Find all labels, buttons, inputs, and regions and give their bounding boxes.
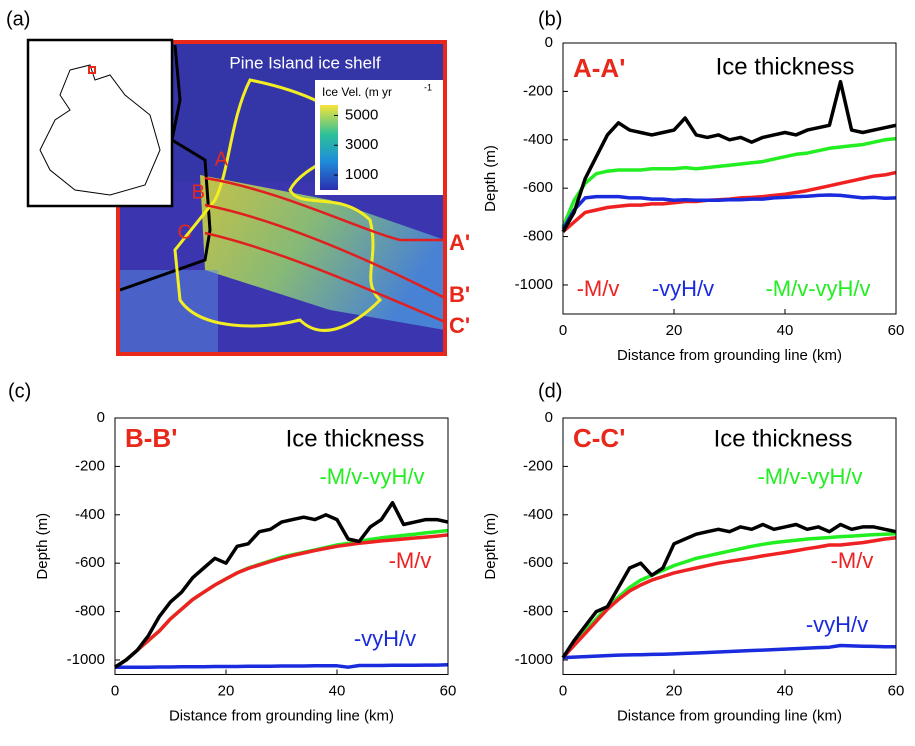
- y-axis-label: Depth (m): [482, 145, 499, 212]
- y-tick-label: -600: [75, 554, 105, 571]
- x-axis-label: Distance from grounding line (km): [617, 707, 842, 724]
- panel-title: A-A': [573, 53, 625, 83]
- series-line: [563, 646, 896, 658]
- series-label: Ice thickness: [286, 425, 425, 452]
- series-label: -M/v-vyH/v: [319, 464, 424, 489]
- y-axis-label: Depth (m): [34, 513, 51, 580]
- y-tick-label: 0: [545, 34, 553, 51]
- profile-label: B: [192, 181, 205, 203]
- panel-label: (c): [8, 380, 31, 402]
- panel-label: (b): [538, 8, 562, 30]
- x-tick-label: 40: [329, 682, 346, 699]
- series-line: [115, 665, 448, 667]
- y-tick-label: -800: [523, 603, 553, 620]
- y-tick-label: 0: [545, 409, 553, 426]
- x-tick-label: 20: [666, 322, 683, 339]
- colorbar-superscript: -1: [424, 82, 432, 92]
- x-tick-label: 0: [559, 322, 567, 339]
- series-line: [563, 82, 896, 232]
- series-line: [563, 173, 896, 232]
- x-tick-label: 0: [111, 682, 119, 699]
- panel-title: B-B': [125, 423, 177, 453]
- y-tick-label: -600: [523, 179, 553, 196]
- series-label: Ice thickness: [714, 425, 853, 452]
- panel-title: C-C': [573, 423, 625, 453]
- colorbar-tick-label: 5000: [345, 106, 378, 123]
- x-tick-label: 40: [777, 682, 794, 699]
- series-label: -M/v-vyH/v: [765, 276, 870, 301]
- x-tick-label: 40: [777, 322, 794, 339]
- y-tick-label: -600: [523, 554, 553, 571]
- y-tick-label: -1000: [515, 651, 553, 668]
- colorbar-tick-label: 1000: [345, 166, 378, 183]
- y-tick-label: 0: [97, 409, 105, 426]
- y-tick-label: -800: [75, 603, 105, 620]
- profile-label: A: [215, 148, 229, 170]
- series-label: -M/v: [389, 548, 432, 573]
- y-tick-label: -1000: [67, 651, 105, 668]
- line-panel: (b) 0 -200 -400 -600 -800 -1000 0 20 40 60 Distance…: [482, 8, 904, 364]
- series-label: -vyH/v: [354, 626, 416, 651]
- x-axis-label: Distance from grounding line (km): [169, 707, 394, 724]
- colorbar-tick-label: 3000: [345, 136, 378, 153]
- y-tick-label: -400: [75, 506, 105, 523]
- x-tick-label: 60: [440, 682, 457, 699]
- panel-label: (a): [6, 8, 30, 30]
- x-tick-label: 0: [559, 682, 567, 699]
- colorbar: [320, 105, 338, 190]
- plot-frame: [563, 43, 896, 314]
- series-label: -M/v: [577, 276, 620, 301]
- y-tick-label: -400: [523, 506, 553, 523]
- profile-label: C: [178, 221, 192, 243]
- y-axis-label: Depth (m): [482, 513, 499, 580]
- x-tick-label: 60: [888, 322, 905, 339]
- colorbar-label: Ice Vel. (m yr: [322, 85, 392, 99]
- x-tick-label: 20: [218, 682, 235, 699]
- series-label: -vyH/v: [652, 276, 714, 301]
- profile-end-label: B': [449, 282, 470, 307]
- y-tick-label: -200: [523, 82, 553, 99]
- x-axis-label: Distance from grounding line (km): [617, 347, 842, 364]
- x-tick-label: 60: [888, 682, 905, 699]
- y-tick-label: -200: [523, 457, 553, 474]
- y-tick-label: -800: [523, 228, 553, 245]
- series-label: -vyH/v: [806, 612, 868, 637]
- line-panel: (d) 0 -200 -400 -600 -800 -1000 0 20 40 60 Distance…: [482, 380, 904, 724]
- series-line: [563, 195, 896, 229]
- series-label: -M/v-vyH/v: [757, 464, 862, 489]
- y-tick-label: -1000: [515, 276, 553, 293]
- series-label: -M/v: [831, 548, 874, 573]
- map-panel: (a) Pine Island ice shelf Ice Vel. (m yr…: [6, 8, 470, 354]
- map-title: Pine Island ice shelf: [229, 53, 380, 72]
- y-tick-label: -200: [75, 457, 105, 474]
- grounded-ice: [118, 270, 218, 354]
- profile-end-label: C': [449, 313, 470, 338]
- line-panel: (c) 0 -200 -400 -600 -800 -1000 0 20 40 60 Distance…: [8, 380, 456, 724]
- profile-end-label: A': [449, 230, 470, 255]
- series-label: Ice thickness: [716, 53, 855, 80]
- x-tick-label: 20: [666, 682, 683, 699]
- y-tick-label: -400: [523, 131, 553, 148]
- panel-label: (d): [538, 380, 562, 402]
- figure: (a) Pine Island ice shelf Ice Vel. (m yr…: [0, 0, 915, 746]
